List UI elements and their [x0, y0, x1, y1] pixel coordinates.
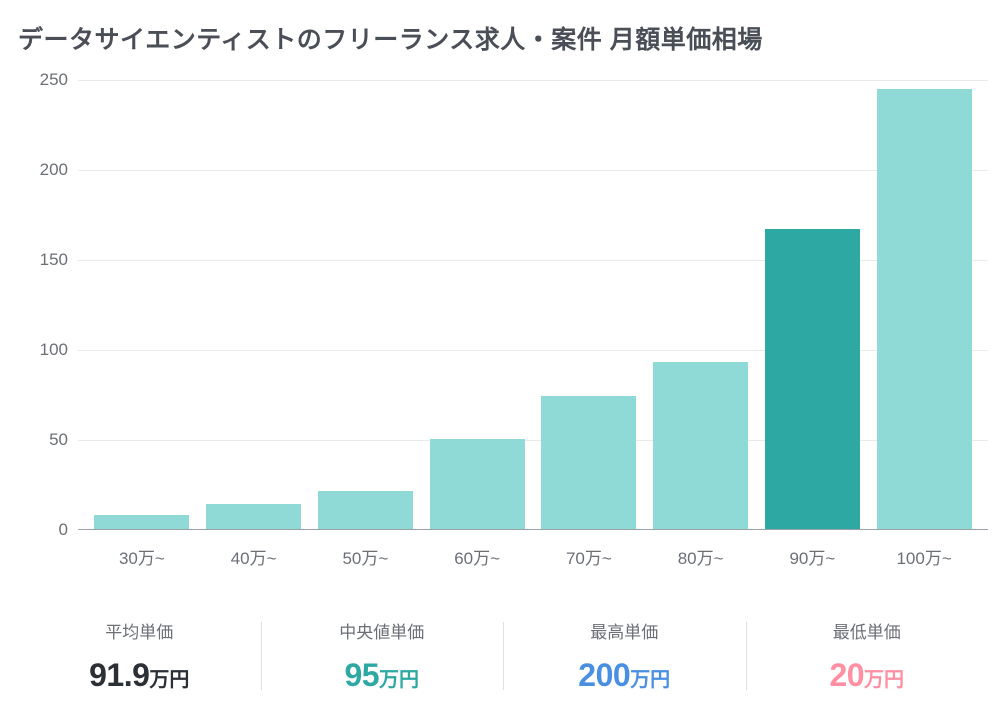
stat-value: 20万円: [746, 657, 989, 694]
bar: [94, 515, 189, 529]
x-tick-label: 80万~: [645, 530, 757, 570]
stat-card: 平均単価 91.9万円: [18, 618, 261, 694]
bar-chart: 050100150200250 30万~40万~50万~60万~70万~80万~…: [18, 80, 988, 570]
stat-value: 95万円: [261, 657, 504, 694]
bar: [765, 229, 860, 529]
bar-slot: [868, 80, 980, 529]
x-axis: 30万~40万~50万~60万~70万~80万~90万~100万~: [78, 530, 988, 570]
bar: [318, 491, 413, 529]
stat-value-unit: 万円: [379, 669, 419, 691]
bar-slot: [86, 80, 198, 529]
stat-label: 最高単価: [503, 618, 746, 643]
bar: [877, 89, 972, 529]
stat-label: 平均単価: [18, 618, 261, 643]
y-tick-label: 150: [40, 250, 68, 270]
bar-slot: [421, 80, 533, 529]
stat-value-unit: 万円: [630, 669, 670, 691]
x-tick-label: 60万~: [421, 530, 533, 570]
chart-title: データサイエンティストのフリーランス求人・案件 月額単価相場: [18, 20, 990, 56]
stat-value: 200万円: [503, 657, 746, 694]
bar: [541, 396, 636, 529]
bar-slot: [645, 80, 757, 529]
stat-card: 最低単価 20万円: [746, 618, 989, 694]
stat-value-number: 91.9: [89, 657, 149, 693]
stats-row: 平均単価91.9万円中央値単価95万円最高単価200万円最低単価20万円: [18, 618, 988, 694]
y-tick-label: 50: [49, 430, 68, 450]
bar: [653, 362, 748, 529]
bar-slot: [757, 80, 869, 529]
bars-container: [78, 80, 988, 529]
y-tick-label: 0: [59, 520, 68, 540]
stat-value-number: 200: [578, 657, 630, 693]
y-axis: 050100150200250: [18, 80, 78, 570]
x-tick-label: 50万~: [310, 530, 422, 570]
bar-slot: [310, 80, 422, 529]
y-tick-label: 250: [40, 70, 68, 90]
x-tick-label: 30万~: [86, 530, 198, 570]
stat-value: 91.9万円: [18, 657, 261, 694]
x-tick-label: 70万~: [533, 530, 645, 570]
y-tick-label: 200: [40, 160, 68, 180]
stat-card: 最高単価 200万円: [503, 618, 746, 694]
stat-value-number: 20: [829, 657, 864, 693]
y-tick-label: 100: [40, 340, 68, 360]
x-tick-label: 90万~: [757, 530, 869, 570]
bar-slot: [533, 80, 645, 529]
stat-value-unit: 万円: [864, 669, 904, 691]
stat-label: 最低単価: [746, 618, 989, 643]
plot-area: [78, 80, 988, 530]
bar-slot: [198, 80, 310, 529]
bar: [430, 439, 525, 529]
stat-label: 中央値単価: [261, 618, 504, 643]
bar: [206, 504, 301, 529]
stat-value-number: 95: [344, 657, 379, 693]
stat-value-unit: 万円: [149, 669, 189, 691]
x-tick-label: 100万~: [868, 530, 980, 570]
stat-card: 中央値単価 95万円: [261, 618, 504, 694]
x-tick-label: 40万~: [198, 530, 310, 570]
